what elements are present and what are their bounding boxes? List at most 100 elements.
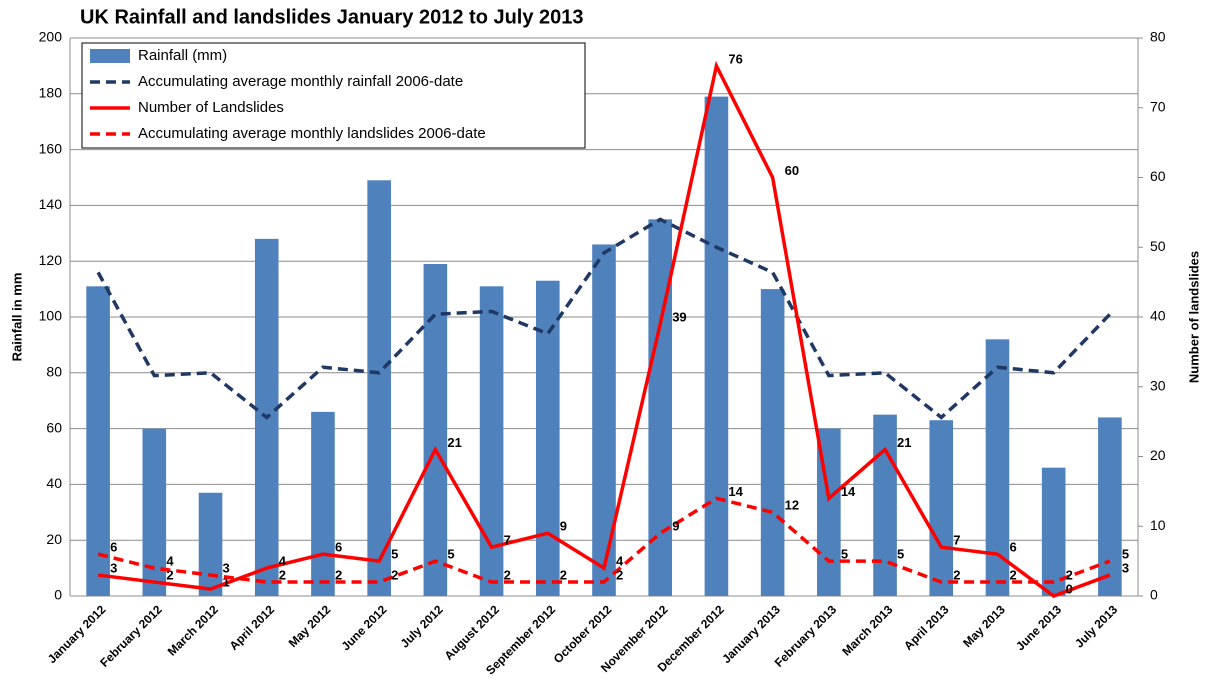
y-tick-label: 0	[54, 587, 62, 603]
bar	[985, 339, 1010, 596]
x-tick-label: April 2013	[901, 602, 952, 653]
data-label: 21	[897, 435, 911, 450]
data-label: 6	[1009, 540, 1016, 555]
y-tick-label: 20	[46, 531, 62, 547]
data-label: 5	[447, 547, 454, 562]
x-tick-label: January 2012	[45, 602, 109, 666]
y-tick-label: 200	[39, 29, 63, 45]
legend-label: Accumulating average monthly landslides …	[138, 125, 486, 142]
x-tick-label: April 2012	[227, 602, 278, 653]
x-tick-label: March 2012	[165, 602, 221, 658]
bar	[535, 280, 560, 596]
data-label: 2	[166, 567, 173, 582]
legend-box	[81, 42, 586, 149]
data-label: 4	[166, 554, 174, 569]
y2-axis-label: Number of landslides	[1186, 251, 1201, 383]
bar	[873, 414, 897, 596]
line	[97, 60, 1111, 598]
data-label: 5	[391, 547, 398, 562]
legend-label: Number of Landslides	[138, 99, 284, 116]
y-tick-label: 80	[46, 364, 62, 380]
legend-swatch	[90, 49, 130, 63]
x-tick-label: January 2013	[719, 602, 783, 666]
data-label: 2	[504, 567, 511, 582]
x-tick-label: October 2012	[551, 602, 615, 666]
x-tick-label: July 2013	[1072, 602, 1120, 650]
data-label: 2	[1066, 567, 1073, 582]
data-label: 5	[1122, 547, 1129, 562]
bar	[929, 420, 954, 596]
data-label: 76	[728, 51, 742, 66]
data-label: 9	[560, 519, 567, 534]
bar	[86, 286, 110, 596]
x-tick-label: August 2012	[442, 602, 503, 663]
data-label: 5	[841, 547, 848, 562]
data-label: 14	[841, 484, 856, 499]
data-label: 4	[616, 554, 624, 569]
y-tick-label: 140	[39, 196, 63, 212]
y2-tick-label: 0	[1150, 587, 1158, 603]
data-label: 9	[672, 519, 679, 534]
x-tick-label: July 2012	[398, 602, 446, 650]
bar	[704, 96, 729, 596]
data-label: 6	[335, 540, 342, 555]
x-tick-label: June 2013	[1013, 602, 1064, 653]
data-label: 2	[560, 567, 567, 582]
x-tick-label: March 2013	[839, 602, 895, 658]
y-axis-label: Rainfall in mm	[9, 273, 24, 362]
data-label: 21	[447, 435, 461, 450]
legend-label: Accumulating average monthly rainfall 20…	[138, 73, 463, 90]
data-label: 14	[728, 484, 743, 499]
data-label: 2	[1009, 567, 1016, 582]
y2-tick-label: 20	[1150, 447, 1166, 463]
data-label: 0	[1066, 581, 1073, 596]
y-tick-label: 40	[46, 475, 62, 491]
y2-tick-label: 40	[1150, 308, 1166, 324]
data-label: 2	[616, 567, 623, 582]
data-label: 3	[110, 561, 117, 576]
data-label: 3	[1122, 561, 1129, 576]
bar	[198, 492, 223, 596]
data-label: 1	[223, 574, 230, 589]
data-label: 7	[953, 533, 960, 548]
line	[97, 496, 1111, 584]
x-tick-label: May 2012	[286, 602, 334, 650]
data-label: 2	[279, 567, 286, 582]
y2-tick-label: 10	[1150, 517, 1166, 533]
data-label: 6	[110, 540, 117, 555]
x-tick-label: June 2012	[339, 602, 390, 653]
y2-tick-label: 60	[1150, 168, 1166, 184]
data-label: 60	[785, 163, 799, 178]
y2-tick-label: 30	[1150, 377, 1166, 393]
bar	[142, 428, 167, 596]
bar	[592, 244, 616, 596]
y-tick-label: 180	[39, 85, 63, 101]
data-label: 2	[335, 567, 342, 582]
chart-title: UK Rainfall and landslides January 2012 …	[80, 6, 584, 28]
bar	[648, 219, 673, 596]
line	[96, 217, 1112, 420]
bar	[1041, 467, 1066, 596]
y-tick-label: 120	[39, 252, 63, 268]
bar	[760, 289, 785, 596]
y-tick-label: 60	[46, 419, 62, 435]
data-label: 3	[223, 561, 230, 576]
y2-tick-label: 70	[1150, 98, 1166, 114]
data-label: 2	[953, 567, 960, 582]
bar	[311, 411, 335, 596]
y2-tick-label: 80	[1150, 29, 1166, 45]
data-label: 4	[279, 554, 287, 569]
bar	[479, 286, 504, 596]
y2-tick-label: 50	[1150, 238, 1166, 254]
bar	[367, 180, 391, 597]
bar	[423, 263, 448, 596]
data-label: 39	[672, 309, 686, 324]
y-tick-label: 100	[39, 308, 63, 324]
legend-label: Rainfall (mm)	[138, 47, 227, 64]
bar	[1098, 417, 1122, 596]
data-label: 5	[897, 547, 904, 562]
data-label: 2	[391, 567, 398, 582]
y-tick-label: 160	[39, 140, 63, 156]
data-label: 12	[785, 498, 799, 513]
